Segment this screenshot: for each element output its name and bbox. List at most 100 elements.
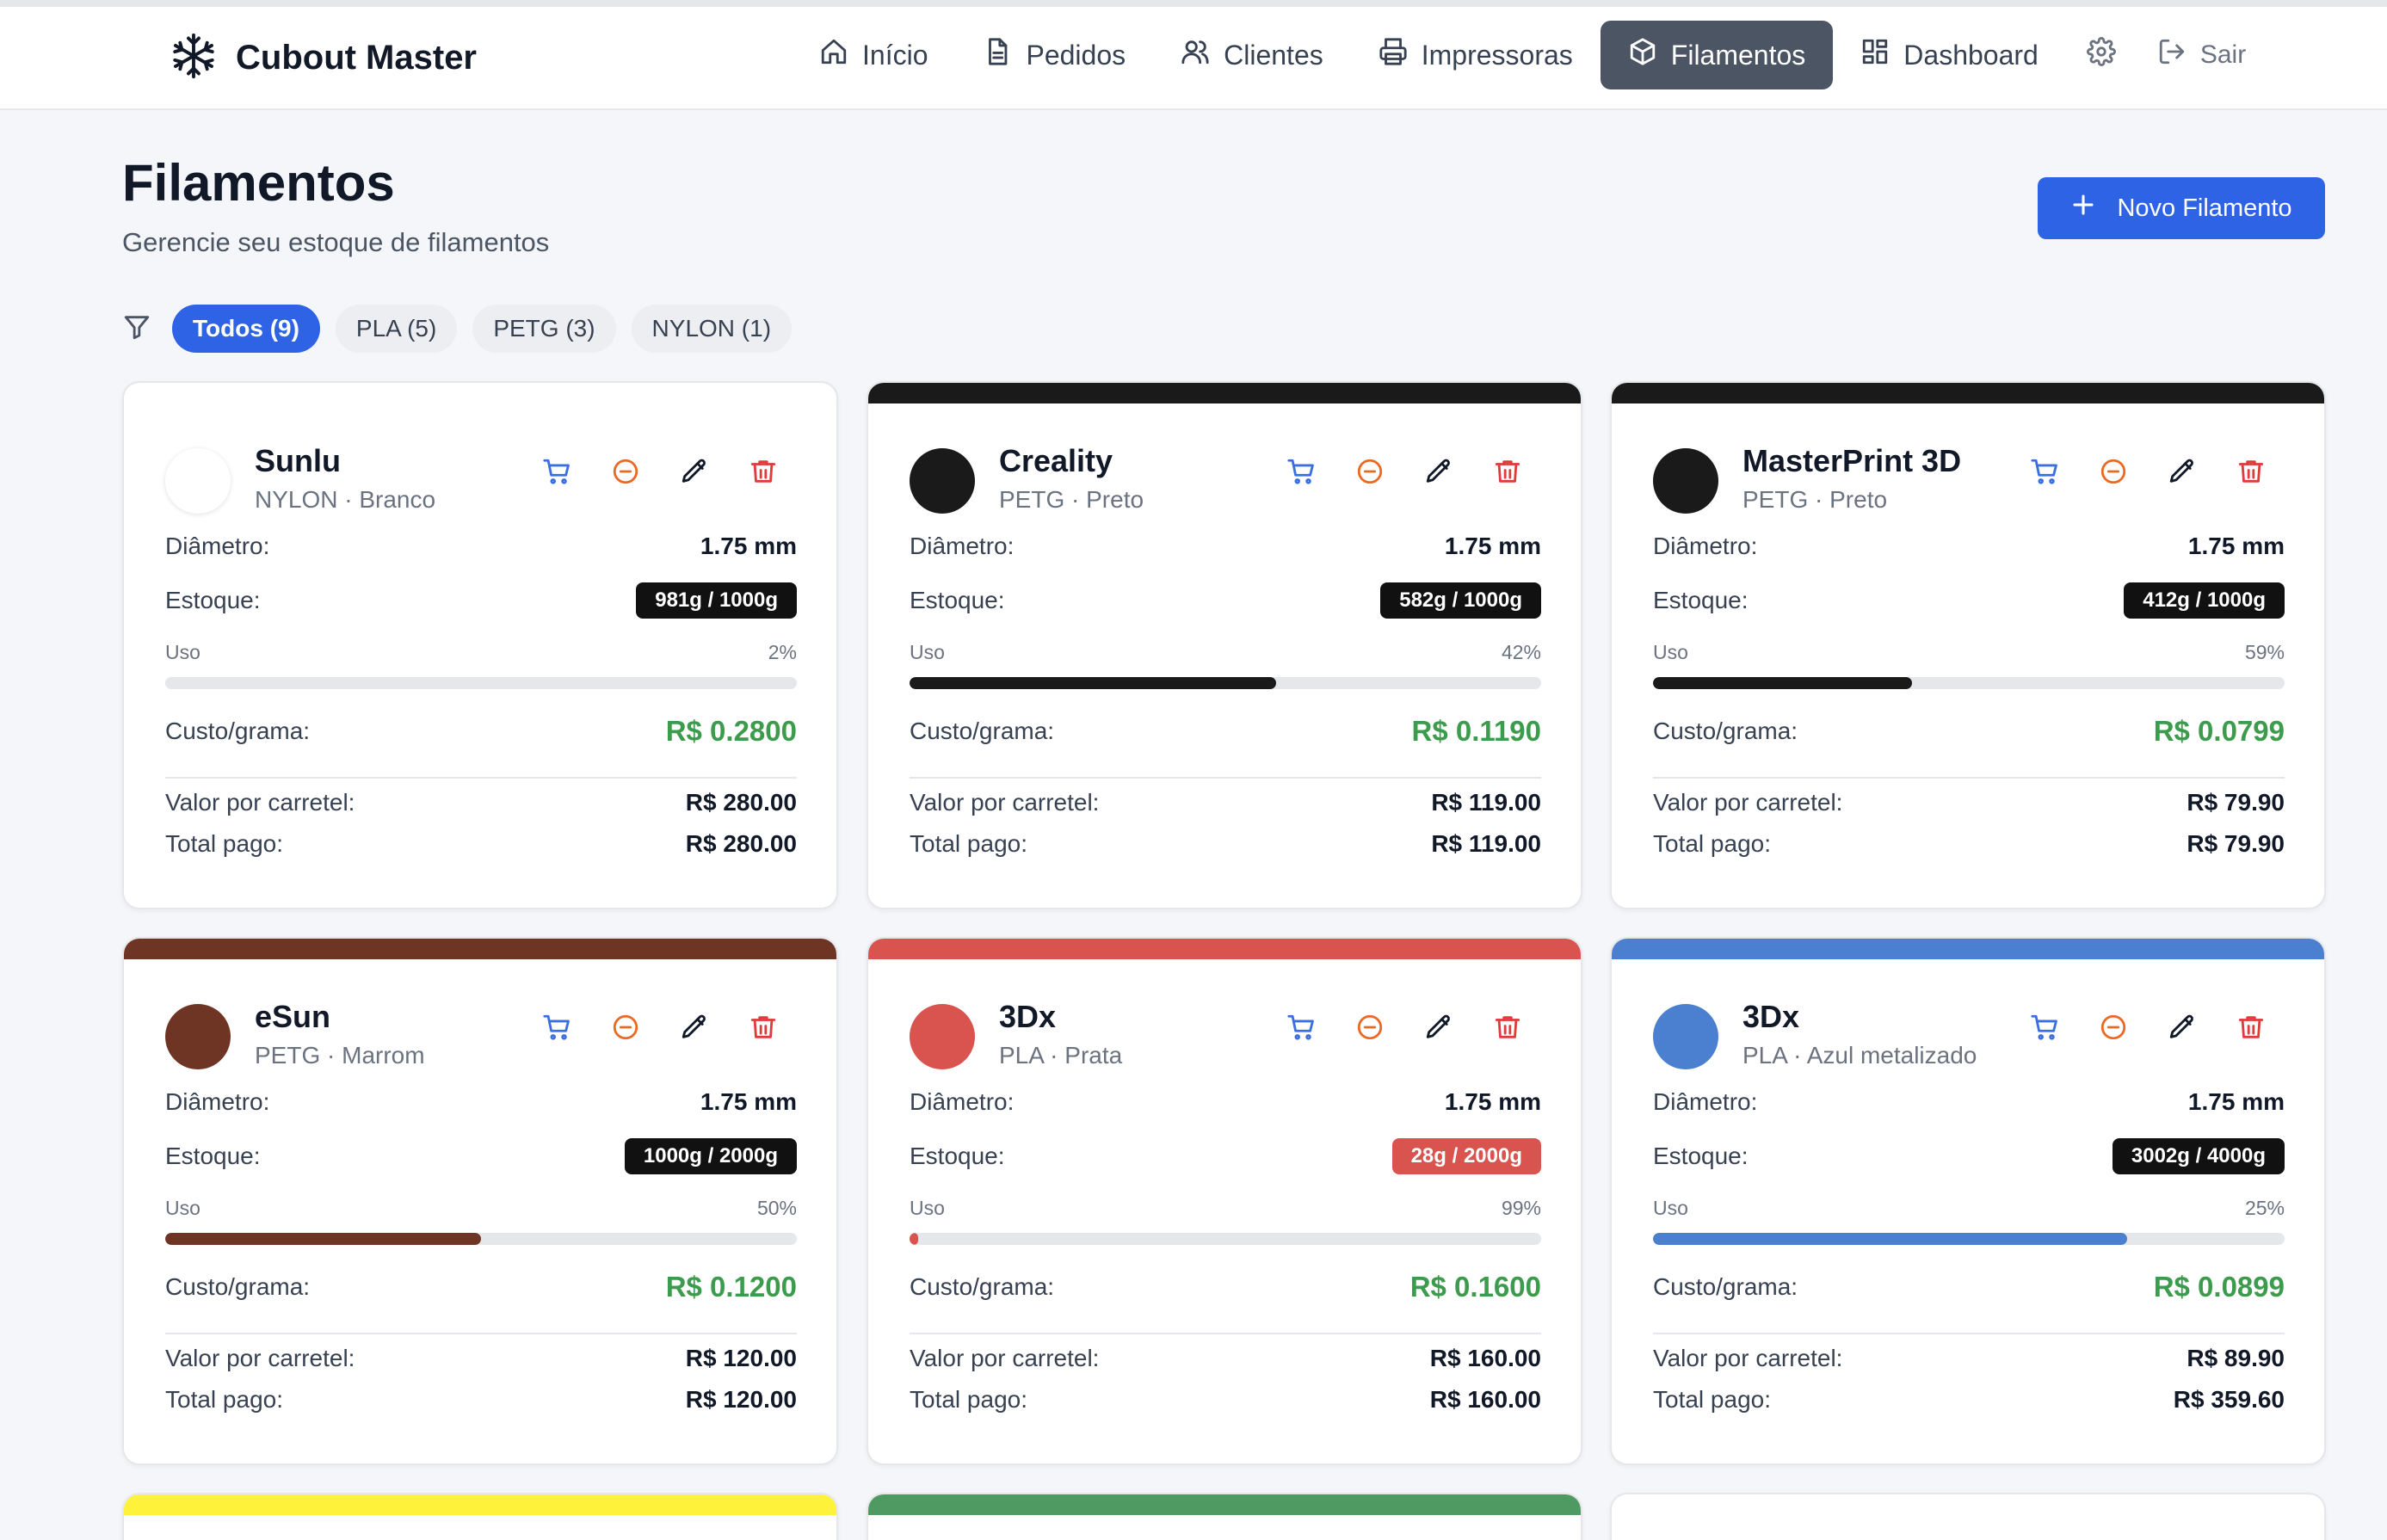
cost-value: R$ 0.0899 [2153, 1271, 2285, 1303]
top-border [0, 0, 2387, 7]
trash-icon[interactable] [1493, 1013, 1522, 1042]
users-icon [1181, 37, 1210, 73]
diameter-value: 1.75 mm [2187, 1088, 2285, 1115]
filament-type-color: PLA · Prata [999, 1042, 1123, 1069]
trash-icon[interactable] [2236, 1013, 2266, 1042]
usage-percent: 59% [2244, 641, 2285, 663]
diameter-row: Diâmetro: 1.75 mm [910, 533, 1541, 560]
filament-card: eSun PETG · Marrom Diâmetro: 1.75 mm Est… [122, 937, 838, 1465]
filament-type-color: NYLON · Branco [255, 486, 436, 513]
trash-icon[interactable] [1493, 457, 1522, 486]
pencil-icon[interactable] [2168, 1013, 2197, 1042]
nav-item-filamentos[interactable]: Filamentos [1600, 21, 1834, 89]
filament-type-color: PETG · Preto [1742, 486, 1888, 513]
cart-icon[interactable] [542, 1013, 571, 1042]
card-actions [2030, 1013, 2266, 1042]
usage-bar-fill [165, 677, 178, 689]
nav-item-clientes[interactable]: Clientes [1153, 21, 1351, 89]
minus-circle-icon[interactable] [611, 1013, 640, 1042]
trash-icon[interactable] [2236, 457, 2266, 486]
filter-chip-nylon[interactable]: NYLON (1) [631, 305, 793, 353]
nav-item-dashboard[interactable]: Dashboard [1833, 21, 2066, 89]
total-label: Total pago: [165, 830, 283, 857]
color-band [868, 383, 1581, 403]
stock-label: Estoque: [1653, 587, 1749, 613]
nav-item-inicio[interactable]: Início [792, 21, 955, 89]
color-band [868, 1494, 1581, 1515]
diameter-row: Diâmetro: 1.75 mm [165, 1088, 797, 1116]
color-band [124, 939, 836, 959]
color-band [124, 1494, 836, 1515]
pencil-icon[interactable] [680, 457, 709, 486]
total-label: Total pago: [910, 830, 1027, 857]
usage-label: Uso [910, 641, 945, 663]
spool-label: Valor por carretel: [165, 789, 355, 816]
total-value: R$ 79.90 [2187, 830, 2285, 857]
stock-badge: 28g / 2000g [1391, 1138, 1541, 1174]
cart-icon[interactable] [2030, 457, 2059, 486]
total-value: R$ 359.60 [2173, 1386, 2285, 1413]
color-swatch [910, 1004, 975, 1069]
page-title: Filamentos [122, 154, 395, 212]
pencil-icon[interactable] [1424, 457, 1453, 486]
usage-row: Uso 42% [910, 641, 1541, 664]
stock-label: Estoque: [910, 587, 1005, 613]
diameter-value: 1.75 mm [1444, 1088, 1541, 1115]
snowflake-logo-icon [169, 31, 219, 85]
spool-value: R$ 79.90 [2187, 789, 2285, 816]
usage-bar-fill [910, 1233, 919, 1245]
usage-bar [165, 1233, 797, 1245]
cart-icon[interactable] [2030, 1013, 2059, 1042]
logout-button[interactable]: Sair [2137, 21, 2267, 89]
cart-icon[interactable] [1286, 457, 1316, 486]
nav-item-pedidos[interactable]: Pedidos [955, 21, 1153, 89]
diameter-row: Diâmetro: 1.75 mm [165, 533, 797, 560]
filament-card-partial [122, 1493, 838, 1540]
usage-label: Uso [910, 1197, 945, 1219]
plus-icon [2070, 192, 2096, 225]
minus-circle-icon[interactable] [1355, 1013, 1385, 1042]
color-band [868, 939, 1581, 959]
filter-chip-petg[interactable]: PETG (3) [472, 305, 616, 353]
stock-label: Estoque: [165, 587, 261, 613]
new-filament-label: Novo Filamento [2117, 194, 2292, 222]
usage-bar-fill [910, 677, 1276, 689]
cost-label: Custo/grama: [165, 1273, 311, 1300]
cart-icon[interactable] [542, 457, 571, 486]
color-swatch [1653, 448, 1718, 514]
color-swatch [1653, 1004, 1718, 1069]
printer-icon [1379, 37, 1408, 73]
new-filament-button[interactable]: Novo Filamento [2038, 177, 2325, 239]
usage-bar [1653, 677, 2285, 689]
nav-item-label: Clientes [1224, 39, 1323, 71]
color-swatch [165, 1004, 231, 1069]
stock-label: Estoque: [910, 1143, 1005, 1169]
filter-chip-pla[interactable]: PLA (5) [335, 305, 458, 353]
settings-button[interactable] [2066, 21, 2137, 89]
minus-circle-icon[interactable] [2099, 457, 2128, 486]
filter-chip-todos[interactable]: Todos (9) [172, 305, 320, 353]
spool-value: R$ 280.00 [685, 789, 797, 816]
cost-row: Custo/grama: R$ 0.1200 [165, 1271, 797, 1303]
brand[interactable]: Cubout Master [169, 31, 477, 85]
total-label: Total pago: [165, 1386, 283, 1413]
minus-circle-icon[interactable] [2099, 1013, 2128, 1042]
card-actions [2030, 457, 2266, 486]
cart-icon[interactable] [1286, 1013, 1316, 1042]
minus-circle-icon[interactable] [611, 457, 640, 486]
pencil-icon[interactable] [680, 1013, 709, 1042]
trash-icon[interactable] [749, 457, 778, 486]
spool-row: Valor por carretel: R$ 160.00 [910, 1345, 1541, 1372]
nav-item-label: Pedidos [1026, 39, 1126, 71]
minus-circle-icon[interactable] [1355, 457, 1385, 486]
pencil-icon[interactable] [2168, 457, 2197, 486]
usage-bar-fill [165, 1233, 481, 1245]
divider [910, 777, 1541, 779]
nav-item-impressoras[interactable]: Impressoras [1351, 21, 1601, 89]
filament-card: 3Dx PLA · Prata Diâmetro: 1.75 mm Estoqu… [867, 937, 1582, 1465]
spool-row: Valor por carretel: R$ 79.90 [1653, 789, 2285, 816]
color-swatch [165, 448, 231, 514]
pencil-icon[interactable] [1424, 1013, 1453, 1042]
spool-label: Valor por carretel: [1653, 789, 1843, 816]
trash-icon[interactable] [749, 1013, 778, 1042]
